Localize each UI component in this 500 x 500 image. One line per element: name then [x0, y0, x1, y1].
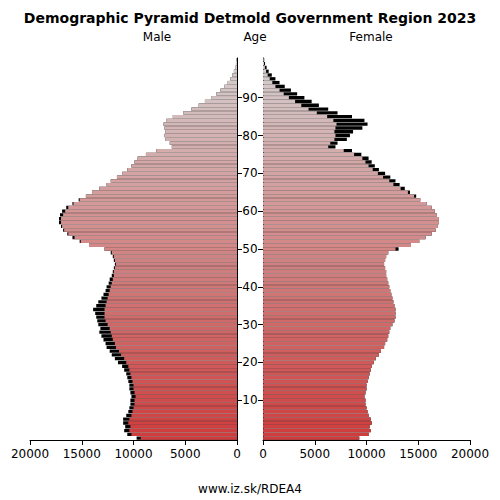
svg-text:0: 0 — [233, 447, 241, 461]
svg-text:90: 90 — [242, 91, 257, 105]
svg-text:5000: 5000 — [299, 447, 330, 461]
svg-text:10: 10 — [242, 393, 257, 407]
svg-text:10000: 10000 — [347, 447, 385, 461]
svg-text:70: 70 — [242, 166, 257, 180]
svg-text:15000: 15000 — [63, 447, 101, 461]
svg-text:0: 0 — [259, 447, 267, 461]
svg-text:10000: 10000 — [114, 447, 152, 461]
svg-text:50: 50 — [242, 242, 257, 256]
svg-text:20: 20 — [242, 355, 257, 369]
svg-text:60: 60 — [242, 204, 257, 218]
svg-text:20000: 20000 — [451, 447, 489, 461]
svg-text:Male: Male — [143, 30, 171, 44]
svg-text:80: 80 — [242, 129, 257, 143]
svg-text:20000: 20000 — [11, 447, 49, 461]
svg-text:Female: Female — [349, 30, 392, 44]
svg-text:15000: 15000 — [399, 447, 437, 461]
svg-text:40: 40 — [242, 280, 257, 294]
svg-text:Demographic Pyramid Detmold Go: Demographic Pyramid Detmold Government R… — [24, 10, 476, 26]
svg-text:5000: 5000 — [170, 447, 201, 461]
svg-text:www.iz.sk/RDEA4: www.iz.sk/RDEA4 — [198, 482, 302, 496]
svg-text:30: 30 — [242, 318, 257, 332]
svg-text:Age: Age — [243, 30, 266, 44]
